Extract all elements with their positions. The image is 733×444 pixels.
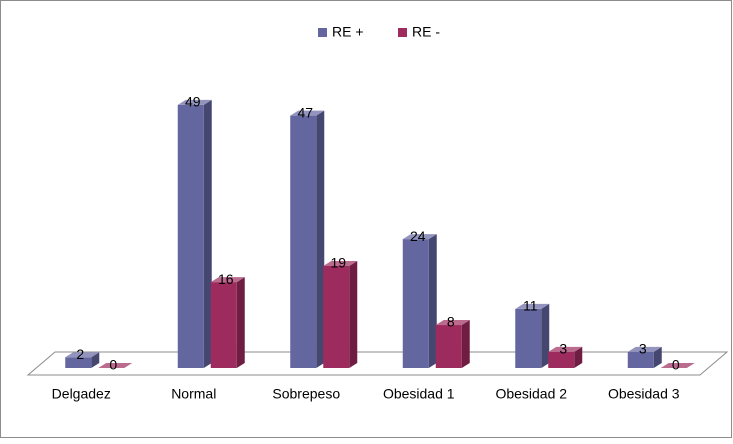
x-tick-label: Obesidad 1 (383, 386, 455, 402)
legend-swatch (398, 28, 407, 37)
bar (178, 100, 212, 368)
bar (290, 111, 324, 368)
bar-side (204, 100, 212, 368)
bar-front (178, 105, 204, 368)
data-label: 3 (639, 341, 647, 357)
bar-side (429, 234, 437, 368)
data-label: 3 (559, 341, 567, 357)
bar-side (349, 261, 357, 368)
legend-swatch (318, 28, 327, 37)
data-label: 49 (185, 94, 201, 110)
floor (28, 352, 727, 375)
data-label: 0 (672, 357, 680, 373)
bar-front (290, 116, 316, 368)
x-tick-label: Obesidad 2 (495, 386, 567, 402)
legend-label: RE - (412, 24, 440, 40)
bar (323, 261, 357, 368)
data-label: 19 (330, 255, 346, 271)
x-tick-label: Sobrepeso (272, 386, 340, 402)
data-label: 16 (218, 271, 234, 287)
data-label: 8 (447, 314, 455, 330)
bar-front (515, 309, 541, 368)
bar-front (436, 325, 462, 368)
bar-side (237, 277, 245, 368)
data-label: 47 (297, 104, 313, 120)
data-label: 11 (523, 298, 538, 314)
bar-side (541, 304, 549, 368)
bar (211, 277, 245, 368)
x-tick-label: Delgadez (52, 386, 111, 402)
x-tick-label: Normal (171, 386, 216, 402)
data-label: 2 (76, 346, 84, 362)
bar-side (462, 320, 470, 368)
bar-front (211, 282, 237, 368)
legend-label: RE + (332, 24, 364, 40)
x-tick-label: Obesidad 3 (608, 386, 680, 402)
bar-front (403, 239, 429, 368)
data-label: 24 (410, 228, 426, 244)
bar-side (316, 111, 324, 368)
data-label: 0 (109, 357, 117, 373)
bar (403, 234, 437, 368)
bar-front (323, 266, 349, 368)
